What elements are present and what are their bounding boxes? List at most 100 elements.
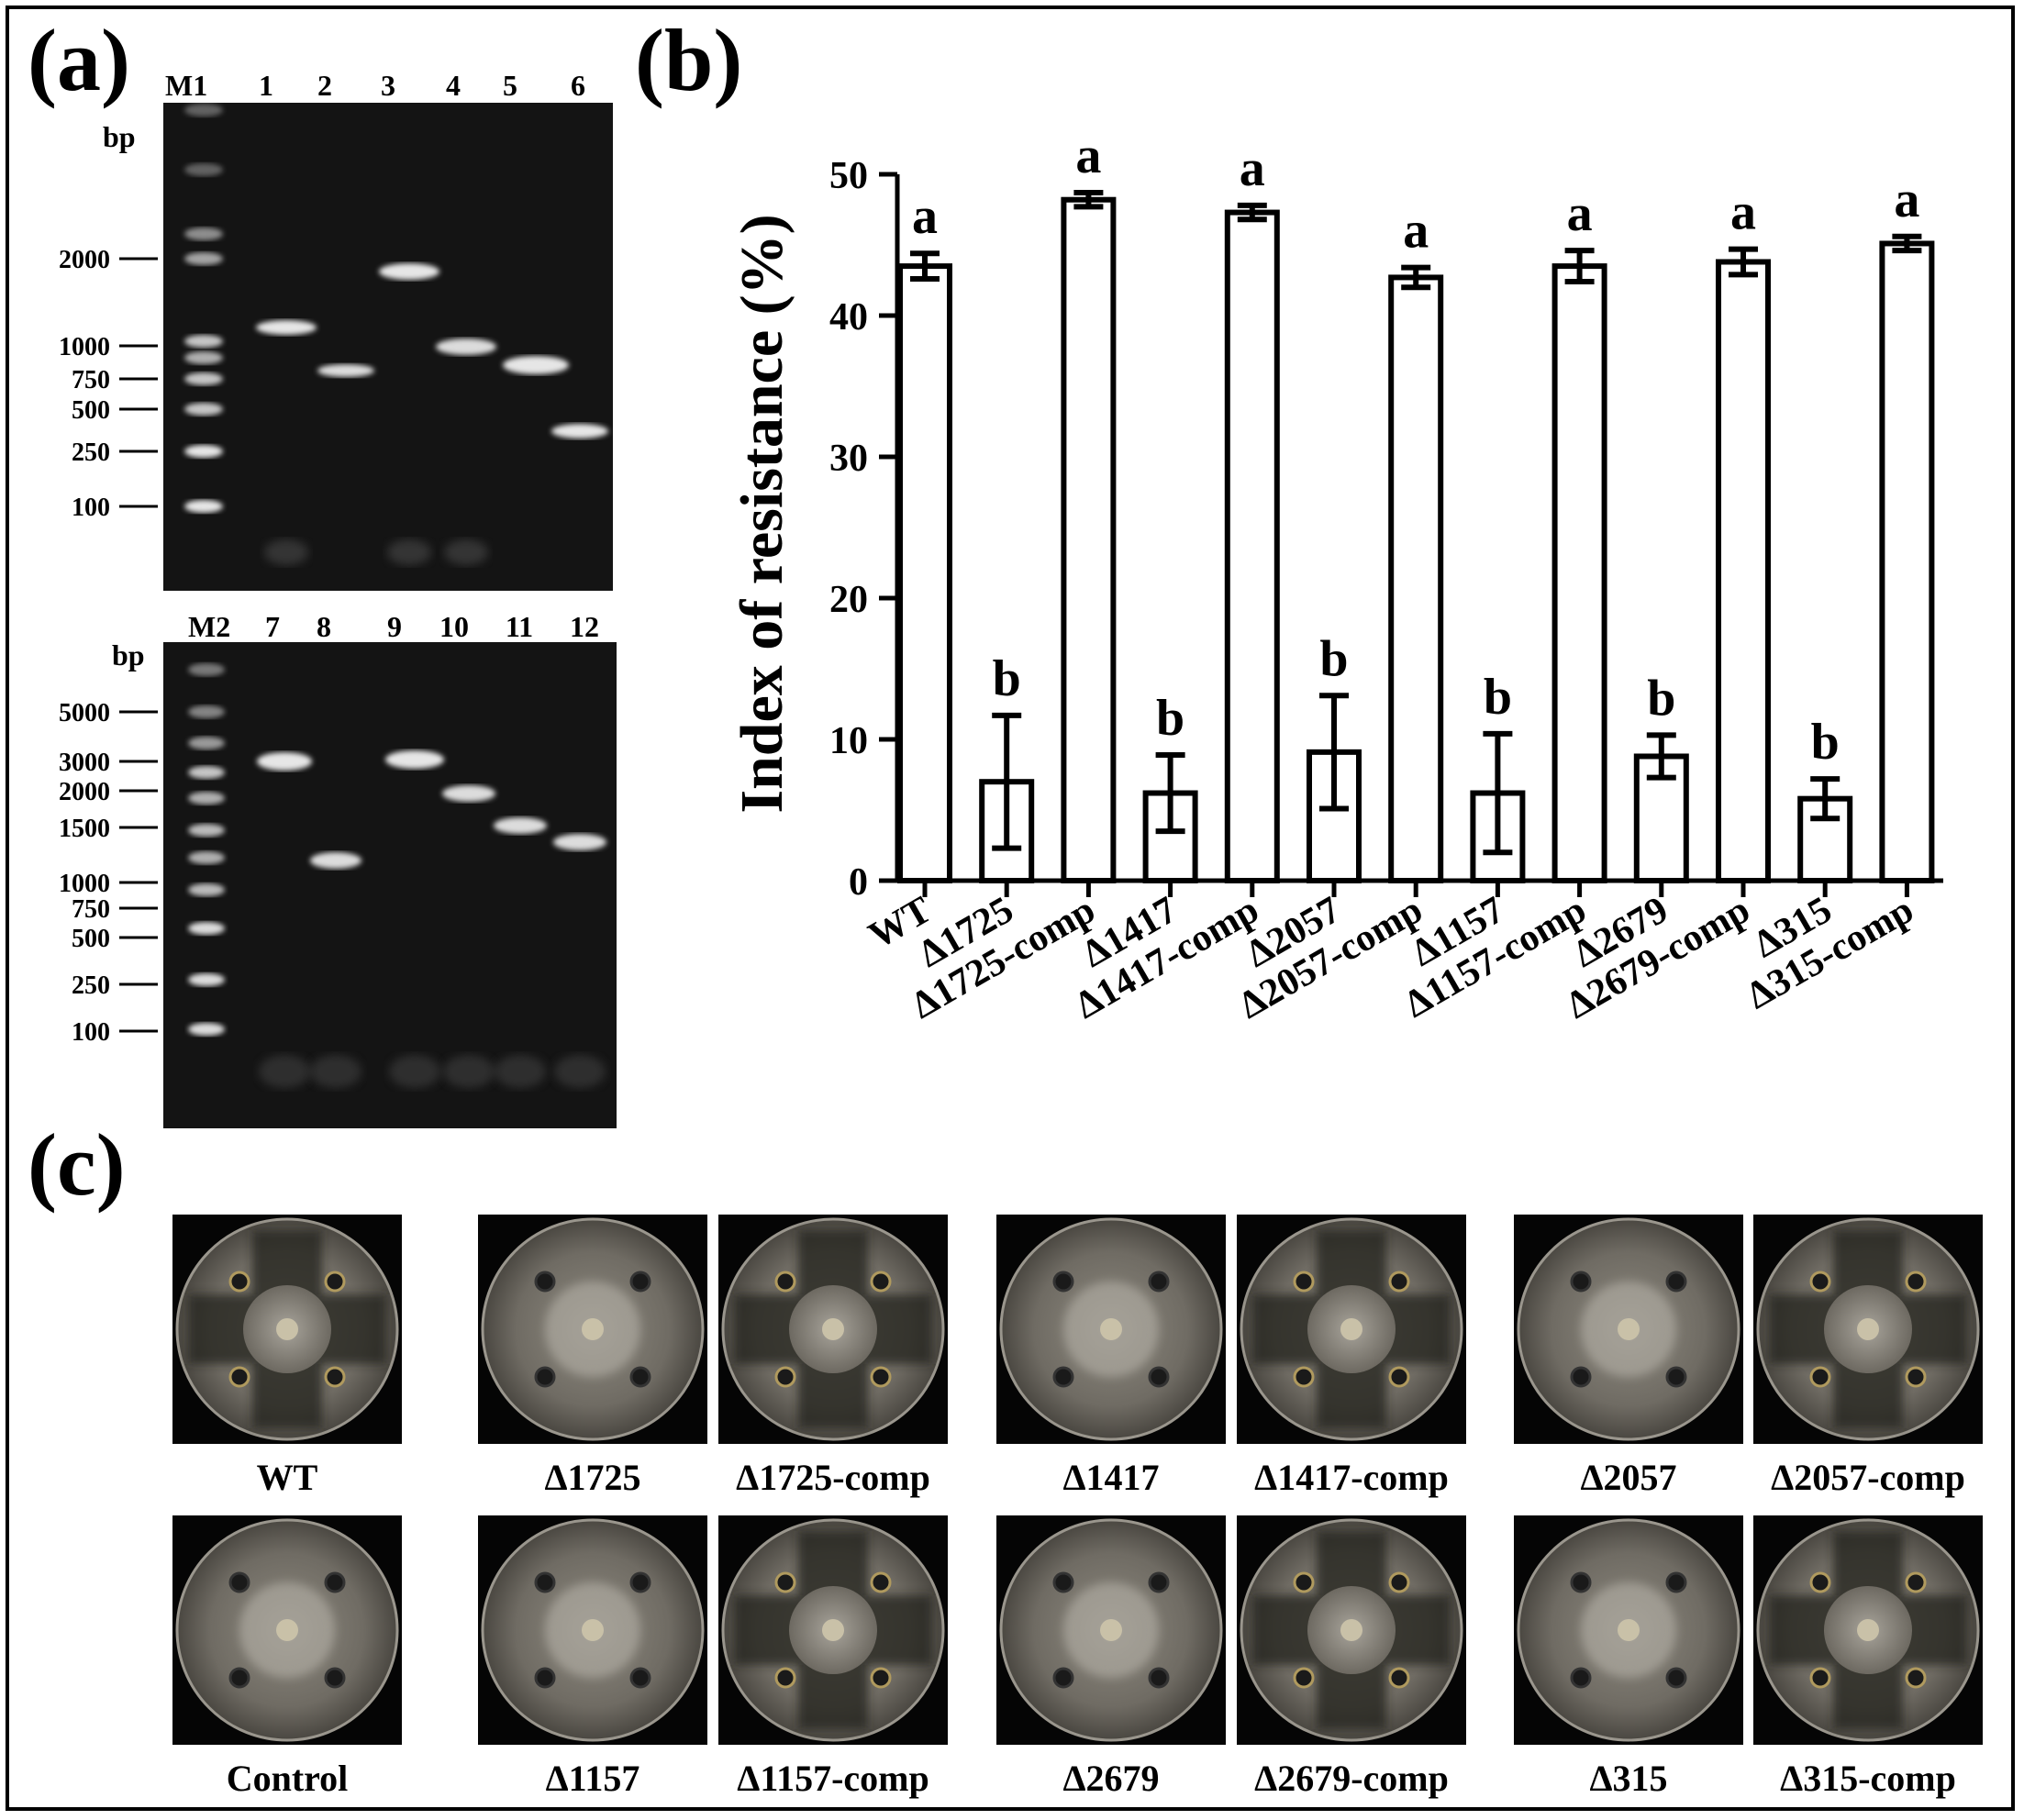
gel-band bbox=[188, 737, 225, 749]
plate-photo bbox=[996, 1215, 1226, 1444]
plate-photo bbox=[172, 1215, 402, 1444]
gel-bottom-ladder-value: 1500 bbox=[59, 815, 110, 843]
gel-glow bbox=[443, 1055, 495, 1088]
gel-band bbox=[184, 445, 223, 458]
plate-photo bbox=[1753, 1215, 1983, 1444]
gel-band bbox=[184, 104, 223, 117]
plate-photo bbox=[172, 1515, 402, 1745]
gel-band bbox=[188, 973, 225, 986]
plate-photo bbox=[996, 1515, 1226, 1745]
gel-top-ladder-value: 100 bbox=[72, 494, 110, 522]
gel-bottom-ladder-value: 2000 bbox=[59, 778, 110, 806]
gel-band bbox=[257, 752, 312, 771]
plate-label: Δ1157-comp bbox=[737, 1758, 929, 1799]
plate-label: WT bbox=[257, 1457, 318, 1498]
gel-band bbox=[188, 1023, 225, 1036]
panel-b-label: (b) bbox=[635, 11, 742, 109]
gel-band bbox=[553, 834, 606, 850]
significance-letter: a bbox=[1075, 128, 1101, 184]
plate-photo bbox=[1514, 1515, 1743, 1745]
gel-top-ladder-value: 2000 bbox=[59, 246, 110, 274]
gel-band bbox=[503, 356, 569, 374]
gel-bottom-lane-label: 7 bbox=[265, 610, 280, 643]
plate-label: Δ1417 bbox=[1062, 1457, 1159, 1498]
gel-band bbox=[379, 263, 439, 280]
gel-band bbox=[188, 922, 225, 935]
plate-photo bbox=[1753, 1515, 1983, 1745]
gel-band bbox=[184, 351, 223, 364]
gel-bottom-ladder-value: 3000 bbox=[59, 749, 110, 777]
plate-photo bbox=[1237, 1215, 1466, 1444]
gel-glow bbox=[264, 539, 308, 565]
y-tick-label: 10 bbox=[829, 720, 868, 762]
gel-band bbox=[442, 785, 495, 802]
plate-photo bbox=[478, 1215, 707, 1444]
gel-bottom-unit: bp bbox=[112, 638, 145, 671]
bar bbox=[1388, 274, 1444, 884]
significance-letter: b bbox=[1319, 630, 1348, 687]
gel-band bbox=[188, 824, 225, 837]
gel-bottom-lane-label: 10 bbox=[439, 610, 469, 643]
gel-top-ladder-value: 750 bbox=[72, 366, 110, 394]
bar bbox=[1879, 240, 1935, 883]
gel-band bbox=[188, 766, 225, 779]
gel-top-image bbox=[163, 103, 613, 591]
bar bbox=[897, 263, 952, 884]
y-axis-label: Index of resistance (%) bbox=[728, 214, 795, 813]
significance-letter: b bbox=[1484, 669, 1512, 726]
gel-top-ladder-value: 250 bbox=[72, 438, 110, 467]
gel-top-ladder-value: 1000 bbox=[59, 333, 110, 361]
y-tick-label: 40 bbox=[829, 296, 868, 338]
plate-label: Δ1157 bbox=[546, 1758, 640, 1799]
significance-letter: a bbox=[1730, 184, 1756, 241]
gel-bottom-ladder-value: 5000 bbox=[59, 699, 110, 727]
gel-glow bbox=[389, 1055, 440, 1088]
significance-letter: a bbox=[1403, 203, 1429, 260]
gel-band bbox=[184, 228, 223, 240]
gel-band bbox=[256, 320, 317, 335]
gel-top-lane-label: 2 bbox=[317, 69, 332, 102]
gel-glow bbox=[259, 1055, 310, 1088]
plate-label: Δ1417-comp bbox=[1254, 1457, 1449, 1498]
gel-band bbox=[188, 705, 225, 718]
gel-band bbox=[188, 883, 225, 896]
gel-top-unit: bp bbox=[103, 120, 136, 153]
gel-top-marker-label: M1 bbox=[165, 69, 207, 102]
plate-photo bbox=[718, 1515, 948, 1745]
gel-bottom-marker-label: M2 bbox=[188, 610, 230, 643]
gel-band bbox=[184, 335, 223, 348]
gel-glow bbox=[495, 1055, 546, 1088]
gel-bottom-lane-label: 12 bbox=[570, 610, 599, 643]
significance-letter: b bbox=[1647, 670, 1675, 727]
panel-a-label: (a) bbox=[28, 11, 130, 109]
gel-glow bbox=[444, 539, 488, 565]
gel-bottom-ladder-value: 250 bbox=[72, 971, 110, 1000]
gel-top-lane-label: 6 bbox=[571, 69, 585, 102]
gel-bottom-lane-label: 9 bbox=[387, 610, 402, 643]
gel-top-lane-label: 5 bbox=[503, 69, 517, 102]
plate-photo bbox=[718, 1215, 948, 1444]
panel-c-label: (c) bbox=[28, 1115, 126, 1214]
gel-band bbox=[184, 252, 223, 265]
plate-photo bbox=[1514, 1215, 1743, 1444]
plate-label: Δ1725-comp bbox=[736, 1457, 930, 1498]
plate-label: Δ315-comp bbox=[1780, 1758, 1956, 1799]
bar bbox=[1716, 259, 1771, 884]
significance-letter: b bbox=[1811, 714, 1840, 771]
significance-letter: b bbox=[993, 650, 1021, 707]
y-tick-label: 30 bbox=[829, 438, 868, 480]
plate-label: Δ2057 bbox=[1580, 1457, 1676, 1498]
significance-letter: a bbox=[1240, 140, 1265, 197]
plate-photo bbox=[478, 1515, 707, 1745]
y-tick-label: 50 bbox=[829, 155, 868, 197]
gel-band bbox=[310, 852, 361, 869]
gel-bottom-ladder-value: 1000 bbox=[59, 870, 110, 898]
bar-chart: Index of resistance (%) 0 10 20 30 40 50 a b a b… bbox=[728, 128, 1943, 1027]
y-tick-label: 20 bbox=[829, 579, 868, 621]
gel-bottom-ladder-value: 750 bbox=[72, 895, 110, 924]
bar bbox=[1061, 196, 1117, 884]
plate-photo bbox=[1237, 1515, 1466, 1745]
gel-bottom-image bbox=[163, 642, 617, 1128]
